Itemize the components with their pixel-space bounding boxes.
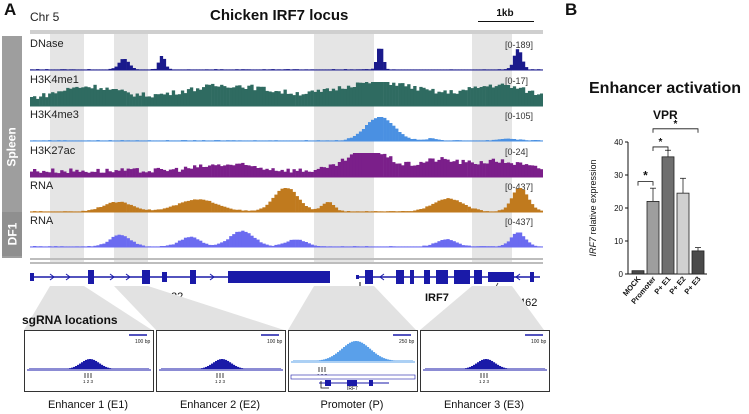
scale-bar: [478, 21, 534, 22]
track-signal-5: [30, 230, 543, 248]
sgrna-sites-0: 1 2 3: [83, 379, 94, 384]
y-tick-label-3: 30: [614, 171, 623, 180]
track-label-1: H3K4me1: [30, 74, 79, 86]
sgrna-panel-0: 100 bp 1 2 3: [24, 330, 154, 392]
track-label-4: RNA: [30, 180, 54, 192]
bar-mock: [631, 270, 645, 275]
sgrna-caption-3: Enhancer 3 (E3): [443, 399, 525, 411]
y-axis-label: IRF7 relative expression: [588, 159, 598, 256]
panel-a-letter: A: [4, 0, 17, 19]
y-tick-label-1: 10: [614, 237, 623, 246]
sgrna-signal-3: 100 bp 1 2 3: [423, 334, 547, 384]
sig-bracket-0: [637, 181, 654, 186]
panel-b-letter: B: [565, 0, 578, 19]
region-highlight-e1: [50, 34, 84, 264]
bar-promoter: [646, 201, 660, 275]
track-range-4: [0-437]: [505, 182, 534, 192]
track-signal-0: [30, 48, 543, 71]
track-range-5: [0-437]: [505, 217, 534, 227]
sgrna-signal-0: 100 bp 1 2 3: [27, 334, 151, 384]
track-label-5: RNA: [30, 215, 54, 227]
gene-model: [30, 270, 540, 295]
sig-bracket-2: [652, 128, 699, 133]
scale-bar-label: 1kb: [496, 8, 514, 19]
region-highlight-e3: [472, 34, 512, 264]
y-tick-label-4: 40: [614, 138, 623, 147]
x-tick-label-4: P+ E3: [682, 275, 702, 297]
bar-p-e3: [691, 250, 705, 275]
sgrna-signal-1: 100 bp 1 2 3: [159, 334, 283, 384]
sgrna-panel-2: 250 bp1 2 3IRF7: [288, 330, 418, 392]
sgrna-scale-2: 250 bp: [399, 339, 415, 345]
sgrna-scale-3: 100 bp: [531, 339, 547, 345]
sig-mark-1: *: [659, 137, 663, 148]
chart-subtitle: VPR: [653, 108, 678, 122]
track-label-3: H3K27ac: [30, 145, 76, 157]
chromosome-label: Chr 5: [30, 10, 60, 24]
bar-p-e1: [661, 156, 675, 275]
gene-exons-slc25a22: [30, 270, 330, 284]
track-signal-3: [30, 153, 543, 178]
sgrna-caption-1: Enhancer 2 (E2): [179, 399, 261, 411]
track-label-0: DNase: [30, 38, 64, 50]
zoom-connectors: [24, 286, 544, 330]
y-tick-label-2: 20: [614, 204, 623, 213]
chart-title: Enhancer activation: [589, 80, 742, 97]
track-range-1: [0-17]: [505, 76, 529, 86]
track-range-2: [0-105]: [505, 111, 534, 121]
sig-mark-0: *: [643, 169, 648, 183]
sgrna-caption-2: Promoter (P): [320, 399, 384, 411]
bar-p-e2: [676, 192, 690, 275]
sig-bracket-1: [652, 146, 669, 151]
sgrna-scale-0: 100 bp: [135, 339, 151, 345]
track-separator-top: [30, 30, 543, 34]
track-signal-1: [30, 82, 543, 107]
sgrna-title: sgRNA locations: [22, 313, 118, 327]
region-highlight-e2: [114, 34, 148, 264]
sgrna-sites-3: 1 2 3: [479, 379, 490, 384]
group-label-df1: DF1: [2, 212, 22, 256]
sgrna-panel-1: 100 bp 1 2 3: [156, 330, 286, 392]
sgrna-scale-1: 100 bp: [267, 339, 283, 345]
track-range-0: [0-189]: [505, 40, 534, 50]
figure-title: Chicken IRF7 locus: [210, 7, 349, 24]
gene-exons-irf7: [356, 270, 534, 284]
track-signal-4: [30, 188, 543, 213]
track-separator-bottom: [30, 258, 543, 260]
gene-arrows-slc25a22: [49, 273, 215, 281]
region-highlight-promoter: [314, 34, 374, 264]
sgrna-panel-3: 100 bp 1 2 3: [420, 330, 550, 392]
track-signal-2: [30, 117, 543, 142]
group-label-spleen: Spleen: [2, 36, 22, 258]
sgrna-caption-0: Enhancer 1 (E1): [47, 399, 129, 411]
y-tick-label-0: 0: [619, 270, 624, 279]
sgrna-sites-1: 1 2 3: [215, 379, 226, 384]
sgrna-gene-label: IRF7: [347, 386, 358, 391]
gene-label-irf7: IRF7: [425, 292, 449, 304]
gene-arrows-irf7: [379, 273, 521, 281]
sig-mark-2: *: [674, 119, 678, 130]
track-label-2: H3K4me3: [30, 109, 79, 121]
sgrna-signal-2: 250 bp1 2 3IRF7: [290, 334, 416, 391]
track-range-3: [0-24]: [505, 147, 529, 157]
track-separator-bottom-2: [30, 262, 543, 264]
